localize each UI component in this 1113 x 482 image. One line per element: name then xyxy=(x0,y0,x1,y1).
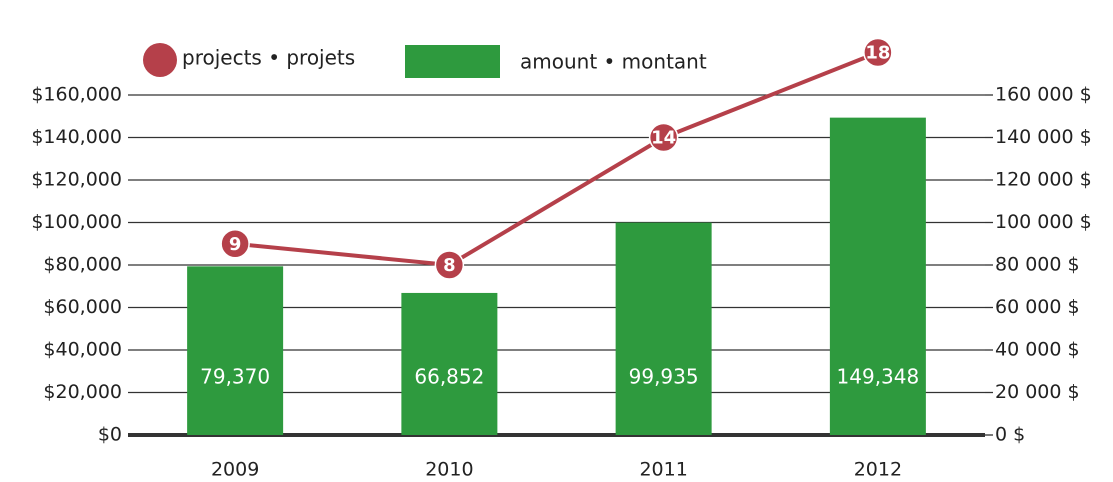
line-marker xyxy=(648,122,679,153)
bar-value-label: 149,348 xyxy=(837,365,920,389)
bar xyxy=(187,266,284,435)
bar xyxy=(615,222,712,435)
y-right-tick-label: 120 000 $ xyxy=(995,169,1092,191)
y-tick-label: $140,000 xyxy=(31,126,122,148)
y-tick-label: $160,000 xyxy=(31,84,122,106)
x-tick-label: 2012 xyxy=(854,459,902,481)
x-tick-label: 2010 xyxy=(425,459,473,481)
bar-value-label: 66,852 xyxy=(414,365,484,389)
y-right-tick-label: 160 000 $ xyxy=(995,84,1092,106)
bar xyxy=(401,292,498,435)
y-right-tick-label: 60 000 $ xyxy=(995,296,1080,318)
y-tick-label: $0 xyxy=(98,424,122,446)
y-tick-label: $60,000 xyxy=(43,296,122,318)
legend-swatch xyxy=(143,43,177,77)
y-tick-label: $40,000 xyxy=(43,339,122,361)
legend-swatch xyxy=(405,45,500,78)
point-label: 8 xyxy=(443,255,456,276)
y-tick-label: $20,000 xyxy=(43,381,122,403)
point-label: 9 xyxy=(229,234,242,255)
x-tick-label: 2009 xyxy=(211,459,259,481)
bar-value-label: 79,370 xyxy=(200,365,270,389)
y-right-tick-label: 0 $ xyxy=(995,424,1025,446)
y-right-tick-label: 80 000 $ xyxy=(995,254,1080,276)
y-tick-label: $120,000 xyxy=(31,169,122,191)
legend-label: amount • montant xyxy=(520,50,707,74)
line-marker xyxy=(863,37,893,68)
bar xyxy=(829,117,926,435)
y-right-tick-label: 140 000 $ xyxy=(995,126,1092,148)
legend-label: projects • projets xyxy=(182,46,355,70)
y-right-tick-label: 100 000 $ xyxy=(995,211,1092,233)
y-tick-label: $100,000 xyxy=(31,211,122,233)
line xyxy=(234,50,879,268)
y-right-tick-label: 40 000 $ xyxy=(995,339,1080,361)
point-label: 18 xyxy=(865,43,890,64)
line-marker xyxy=(434,250,465,280)
point-label: 14 xyxy=(651,128,676,149)
y-right-tick-label: 20 000 $ xyxy=(995,381,1080,403)
x-tick-label: 2011 xyxy=(639,459,687,481)
line-marker xyxy=(220,229,250,259)
y-tick-label: $80,000 xyxy=(43,254,122,276)
bar-value-label: 99,935 xyxy=(629,365,699,389)
